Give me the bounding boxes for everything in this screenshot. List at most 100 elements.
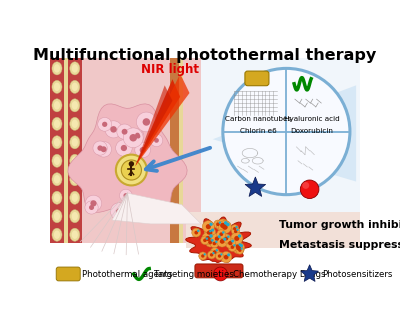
Ellipse shape xyxy=(52,173,62,186)
Circle shape xyxy=(150,134,163,147)
Ellipse shape xyxy=(70,228,80,241)
Circle shape xyxy=(236,229,239,231)
FancyBboxPatch shape xyxy=(64,58,68,243)
Ellipse shape xyxy=(70,136,80,149)
Circle shape xyxy=(201,236,209,244)
Ellipse shape xyxy=(54,101,60,110)
Ellipse shape xyxy=(72,101,78,110)
Polygon shape xyxy=(301,265,318,281)
Ellipse shape xyxy=(52,99,62,112)
Ellipse shape xyxy=(52,154,62,167)
Circle shape xyxy=(208,240,212,244)
Circle shape xyxy=(234,236,239,241)
Text: Doxorubicin: Doxorubicin xyxy=(290,128,333,134)
Circle shape xyxy=(233,227,236,230)
Ellipse shape xyxy=(54,156,60,165)
Circle shape xyxy=(220,253,222,256)
Circle shape xyxy=(132,203,143,215)
Circle shape xyxy=(236,245,241,250)
Circle shape xyxy=(135,206,140,211)
Circle shape xyxy=(206,237,208,240)
FancyBboxPatch shape xyxy=(180,58,183,243)
Ellipse shape xyxy=(72,230,78,239)
Ellipse shape xyxy=(72,194,78,202)
Circle shape xyxy=(136,134,140,139)
Circle shape xyxy=(212,233,222,244)
Circle shape xyxy=(228,243,237,251)
Text: Targeting moieties: Targeting moieties xyxy=(154,270,234,279)
Circle shape xyxy=(224,221,228,225)
Circle shape xyxy=(214,220,222,229)
Ellipse shape xyxy=(70,99,80,112)
Text: Hyaluronic acid: Hyaluronic acid xyxy=(284,116,340,122)
Circle shape xyxy=(238,234,241,238)
Circle shape xyxy=(98,117,112,131)
Circle shape xyxy=(142,201,162,220)
Ellipse shape xyxy=(52,62,62,75)
Circle shape xyxy=(125,171,136,183)
Circle shape xyxy=(223,68,350,195)
Circle shape xyxy=(202,232,214,245)
Circle shape xyxy=(216,252,224,260)
Circle shape xyxy=(213,250,217,254)
Polygon shape xyxy=(186,217,251,262)
Circle shape xyxy=(218,254,221,258)
Circle shape xyxy=(136,112,156,132)
Circle shape xyxy=(116,140,132,156)
Ellipse shape xyxy=(52,191,62,204)
Circle shape xyxy=(97,145,103,151)
Circle shape xyxy=(216,249,218,251)
Circle shape xyxy=(148,207,156,214)
Circle shape xyxy=(227,235,230,238)
Ellipse shape xyxy=(70,117,80,130)
Circle shape xyxy=(142,118,150,126)
Circle shape xyxy=(129,161,134,167)
Circle shape xyxy=(135,133,140,137)
Circle shape xyxy=(215,241,218,243)
Circle shape xyxy=(199,252,207,260)
Circle shape xyxy=(231,240,234,243)
Text: Multifunctional photothermal therapy: Multifunctional photothermal therapy xyxy=(33,48,377,63)
Circle shape xyxy=(211,239,214,242)
Circle shape xyxy=(223,238,226,241)
Circle shape xyxy=(123,128,143,148)
Circle shape xyxy=(230,245,234,249)
Circle shape xyxy=(232,228,240,235)
Ellipse shape xyxy=(52,117,62,130)
Ellipse shape xyxy=(52,80,62,94)
Circle shape xyxy=(225,238,236,248)
Polygon shape xyxy=(245,177,266,197)
Circle shape xyxy=(203,239,207,242)
Ellipse shape xyxy=(72,156,78,165)
Circle shape xyxy=(215,236,219,241)
Circle shape xyxy=(211,229,214,232)
Circle shape xyxy=(233,242,244,254)
Circle shape xyxy=(216,219,229,232)
Circle shape xyxy=(101,146,107,152)
Circle shape xyxy=(206,224,211,229)
Circle shape xyxy=(210,239,219,248)
FancyBboxPatch shape xyxy=(50,58,201,243)
Ellipse shape xyxy=(72,175,78,184)
Text: Carbon nanotubes: Carbon nanotubes xyxy=(225,116,292,122)
Circle shape xyxy=(135,142,150,158)
Ellipse shape xyxy=(54,138,60,146)
Circle shape xyxy=(206,238,215,247)
FancyBboxPatch shape xyxy=(245,71,269,86)
Circle shape xyxy=(116,208,122,215)
Text: Tumor growth inhibition: Tumor growth inhibition xyxy=(279,220,400,230)
Circle shape xyxy=(240,248,243,250)
Circle shape xyxy=(124,193,128,198)
Circle shape xyxy=(212,242,216,245)
Circle shape xyxy=(121,145,127,151)
Circle shape xyxy=(154,138,159,143)
Ellipse shape xyxy=(72,64,78,73)
Polygon shape xyxy=(135,74,190,166)
Circle shape xyxy=(132,131,144,142)
Circle shape xyxy=(222,224,228,230)
Circle shape xyxy=(116,155,147,185)
Polygon shape xyxy=(112,193,201,224)
Text: NIR light: NIR light xyxy=(141,63,199,76)
Circle shape xyxy=(130,134,137,141)
Ellipse shape xyxy=(72,212,78,220)
